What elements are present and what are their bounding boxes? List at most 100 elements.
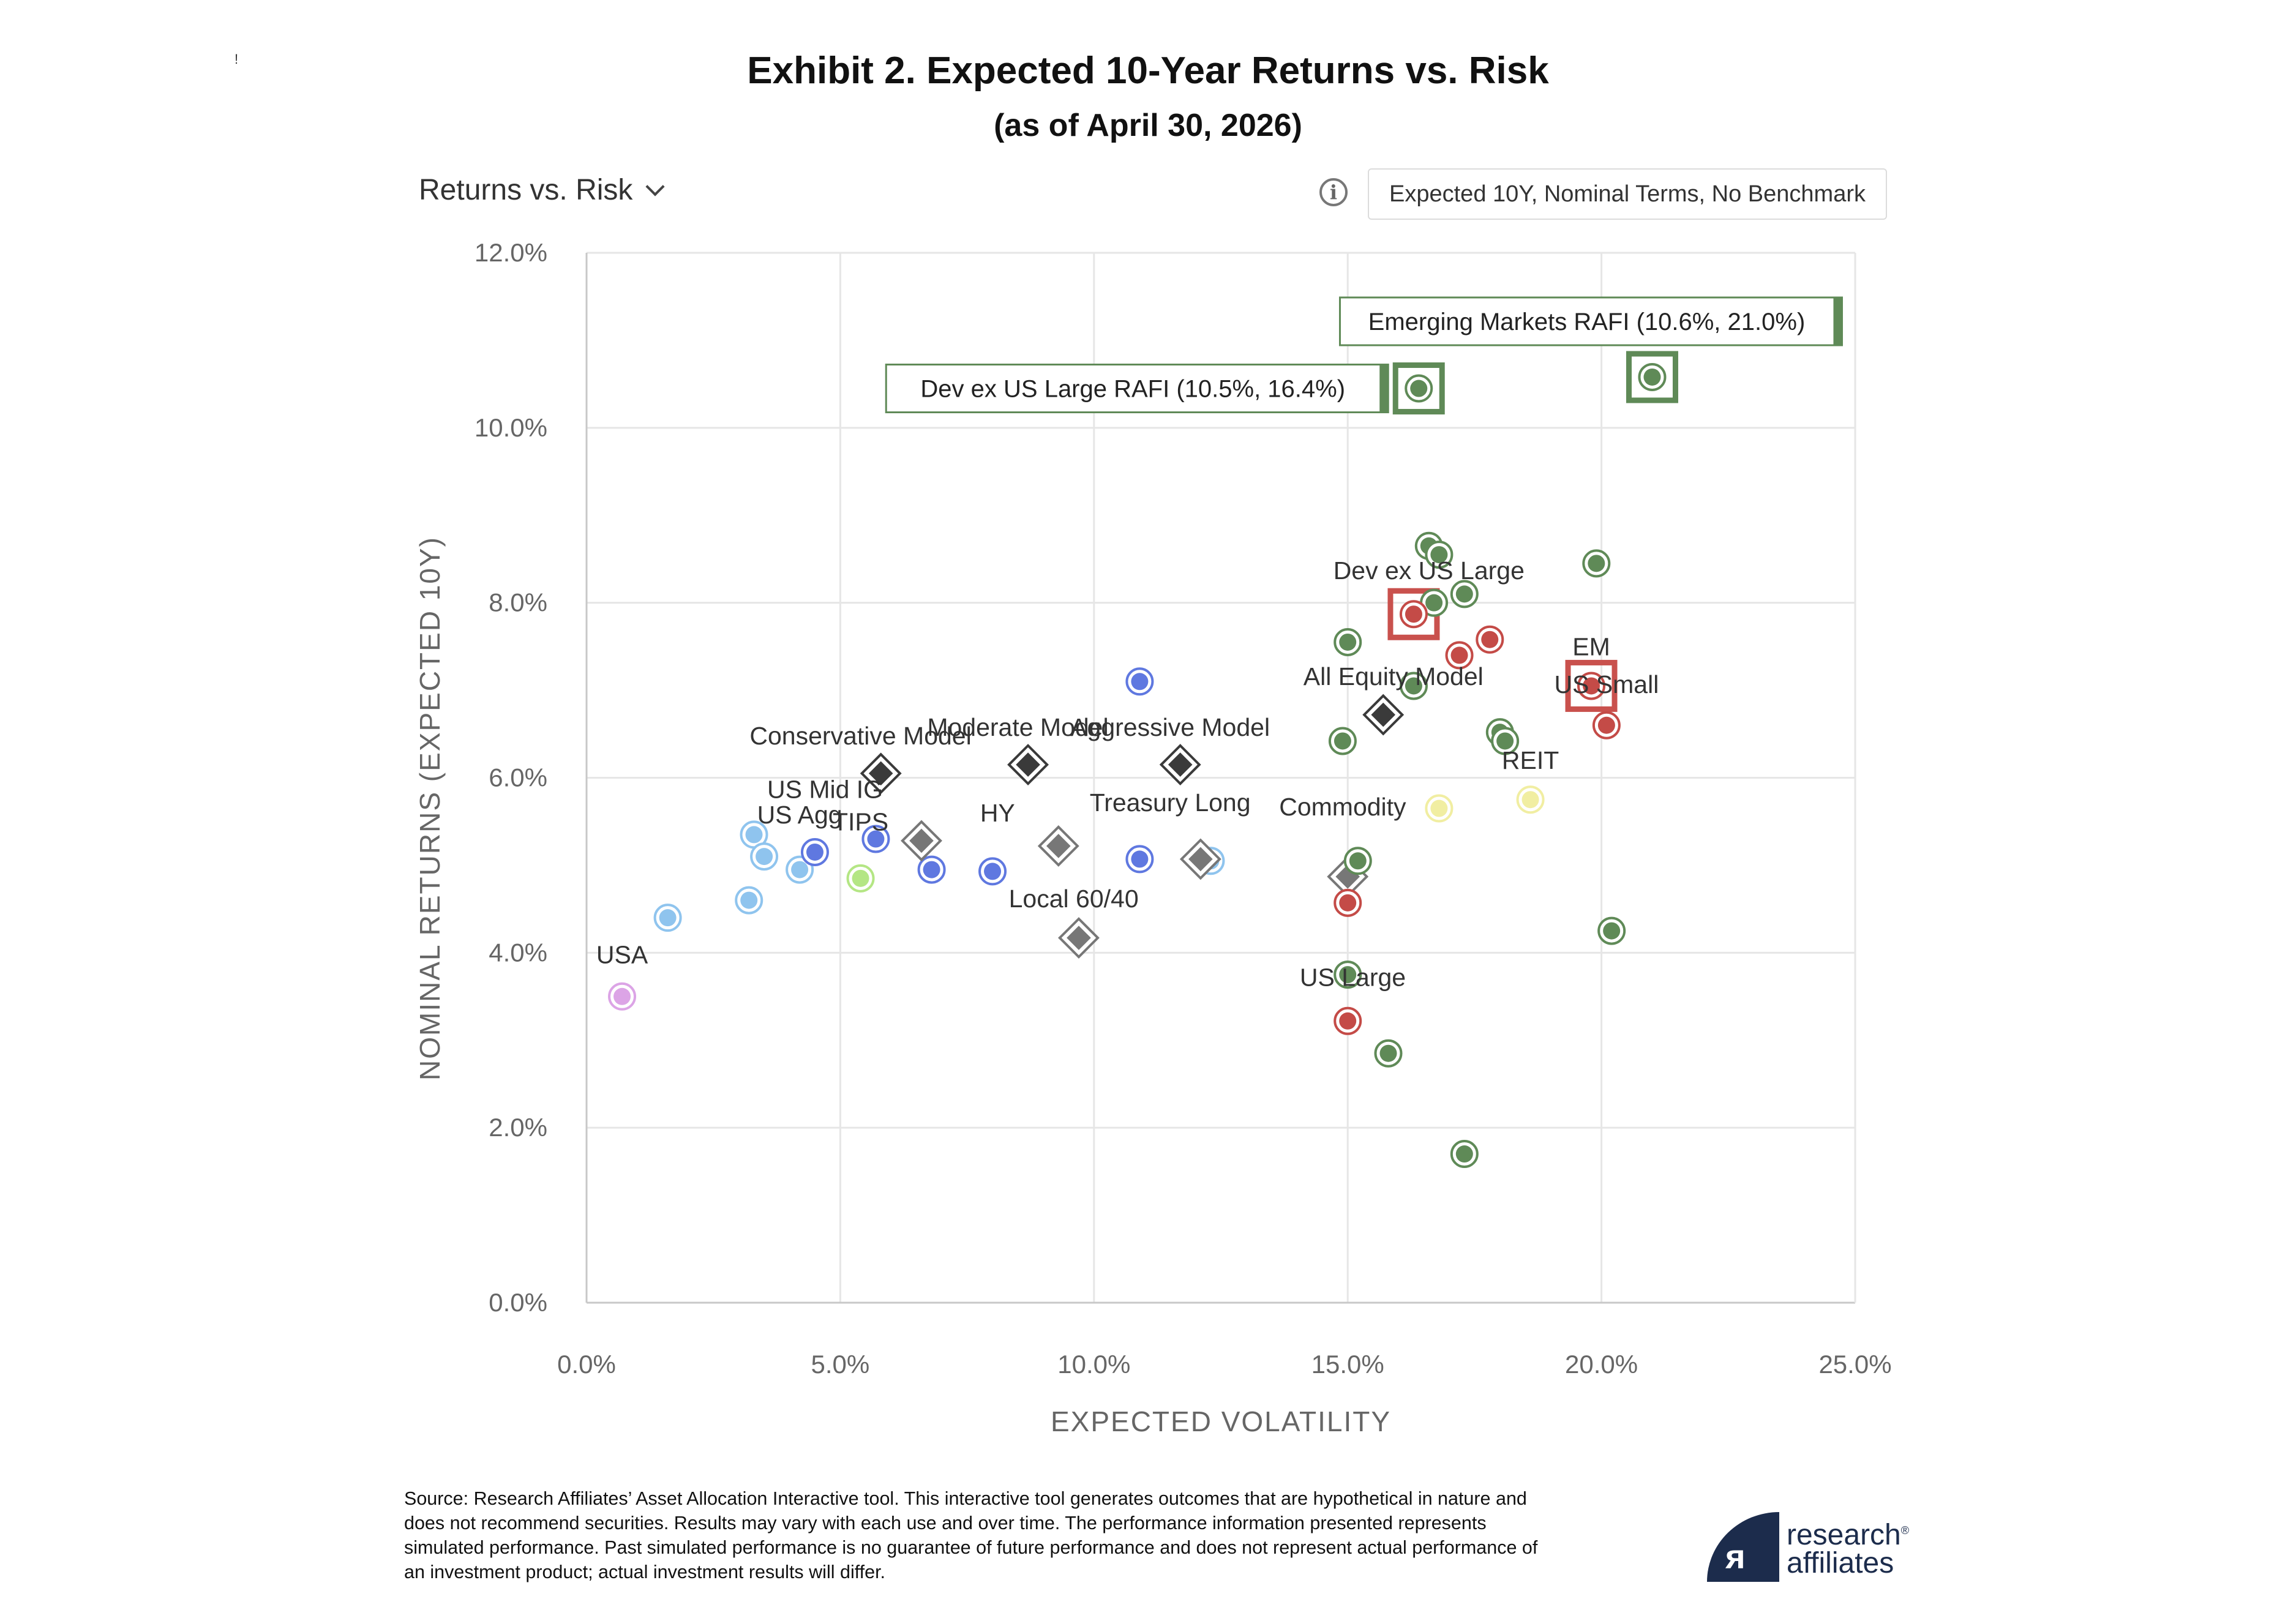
point-fill xyxy=(1496,732,1514,750)
point-fill xyxy=(1131,850,1149,868)
point-fill xyxy=(923,861,940,878)
point-fill xyxy=(1597,716,1615,734)
y-tick-label: 10.0% xyxy=(475,413,547,442)
point-fill xyxy=(1430,799,1448,817)
x-tick-label: 5.0% xyxy=(811,1350,870,1379)
x-tick-label: 20.0% xyxy=(1565,1350,1638,1379)
asset-point xyxy=(1405,374,1433,403)
x-axis-label: EXPECTED VOLATILITY xyxy=(1051,1406,1391,1437)
asset-point xyxy=(1445,641,1474,670)
point-fill xyxy=(791,861,809,878)
model-diamond-point xyxy=(860,752,902,795)
point-label: Moderate Model xyxy=(927,713,1108,741)
point-fill xyxy=(1405,605,1422,623)
research-affiliates-logo: ᴙ research® affiliates xyxy=(1707,1512,1909,1582)
point-label: Conservative Model xyxy=(749,722,971,750)
asset-point xyxy=(978,857,1007,886)
asset-point xyxy=(1577,672,1606,700)
point-label: US Large xyxy=(1300,964,1406,992)
asset-point xyxy=(846,864,875,893)
asset-point xyxy=(1125,845,1154,874)
point-fill xyxy=(1643,368,1661,386)
asset-point xyxy=(1399,600,1428,629)
view-select-label: Returns vs. Risk xyxy=(419,174,633,206)
asset-point xyxy=(735,886,763,915)
model-diamond-point xyxy=(1362,694,1405,736)
point-fill xyxy=(659,909,677,927)
asset-point xyxy=(1399,672,1428,700)
asset-point xyxy=(1328,727,1357,755)
view-select-dropdown[interactable]: Returns vs. Risk xyxy=(419,173,665,207)
logo-text: research® affiliates xyxy=(1787,1519,1910,1579)
point-label: TIPS xyxy=(833,807,888,836)
y-tick-label: 12.0% xyxy=(475,238,547,267)
info-icon[interactable]: i xyxy=(1319,178,1348,206)
asset-point xyxy=(653,904,682,932)
point-fill xyxy=(1379,1044,1397,1062)
chart-subtitle: (as of April 30, 2026) xyxy=(994,108,1302,143)
point-fill xyxy=(1339,633,1357,651)
x-tick-label: 25.0% xyxy=(1818,1350,1891,1379)
asset-point xyxy=(1425,794,1454,823)
x-tick-label: 0.0% xyxy=(557,1350,616,1379)
point-fill xyxy=(806,843,823,861)
point-label: All Equity Model xyxy=(1304,662,1484,691)
x-tick-label: 10.0% xyxy=(1057,1350,1130,1379)
asset-point xyxy=(1476,625,1504,654)
point-label: HY xyxy=(980,799,1015,827)
settings-selector[interactable]: Expected 10Y, Nominal Terms, No Benchmar… xyxy=(1368,168,1887,220)
asset-point xyxy=(786,855,814,884)
point-label: USA xyxy=(596,940,648,968)
highlight-box xyxy=(1626,351,1678,403)
asset-point xyxy=(1638,362,1667,391)
x-tick-label: 15.0% xyxy=(1311,1350,1384,1379)
point-label: Dev ex US Large xyxy=(1334,556,1525,585)
y-axis-label: NOMINAL RETURNS (EXPECTED 10Y) xyxy=(414,536,446,1080)
diamond-fill xyxy=(1046,834,1071,858)
point-fill xyxy=(1603,922,1621,940)
point-fill xyxy=(1588,555,1605,572)
point-fill xyxy=(1450,646,1468,664)
asset-point xyxy=(917,855,946,884)
model-diamond-point xyxy=(1179,838,1221,880)
logo-mark: ᴙ xyxy=(1707,1512,1779,1582)
asset-point xyxy=(1597,916,1626,945)
point-fill xyxy=(740,891,758,909)
diamond-fill xyxy=(1168,752,1193,777)
highlight-box xyxy=(1392,362,1445,415)
point-fill xyxy=(745,826,763,844)
asset-point xyxy=(861,825,890,853)
point-label: EM xyxy=(1572,632,1610,661)
point-fill xyxy=(613,987,631,1005)
asset-point xyxy=(750,842,779,871)
point-fill xyxy=(1131,673,1149,691)
point-fill xyxy=(1455,585,1473,603)
diamond-fill xyxy=(909,828,934,853)
point-fill xyxy=(1455,1145,1473,1163)
diamond-fill xyxy=(1188,847,1213,872)
point-label: US Small xyxy=(1554,670,1659,698)
callout-label: Emerging Markets RAFI (10.6%, 21.0%) xyxy=(1368,309,1806,335)
asset-point xyxy=(800,837,829,866)
asset-point xyxy=(1334,888,1362,917)
model-diamond-point xyxy=(901,820,942,862)
point-fill xyxy=(1410,380,1428,397)
asset-point xyxy=(1450,1140,1479,1169)
model-diamond-point xyxy=(1037,825,1079,867)
y-tick-label: 8.0% xyxy=(489,588,547,617)
point-fill xyxy=(1583,677,1600,695)
callout-accent xyxy=(1379,364,1389,413)
highlight-box xyxy=(1565,659,1618,712)
point-fill xyxy=(1339,894,1357,912)
corner-mark: ! xyxy=(234,51,239,67)
diamond-fill xyxy=(1371,702,1396,727)
model-diamond-point xyxy=(1057,917,1100,959)
model-diamond-point xyxy=(1159,744,1201,786)
diamond-fill xyxy=(1067,926,1091,950)
asset-point xyxy=(1425,541,1454,569)
asset-point xyxy=(1582,549,1611,578)
point-label: Treasury Long xyxy=(1090,788,1251,817)
diamond-fill xyxy=(868,761,893,786)
asset-point xyxy=(1374,1039,1403,1068)
